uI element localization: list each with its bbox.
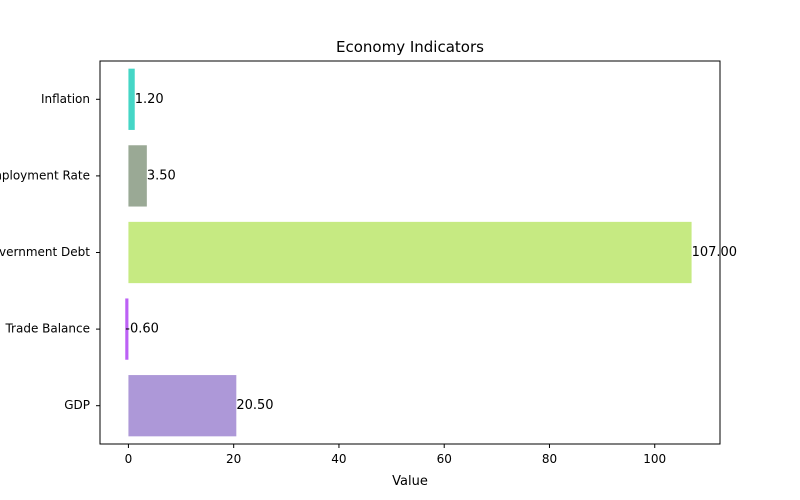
y-tick-label-government-debt: Government Debt bbox=[0, 245, 90, 259]
bar-trade-balance bbox=[125, 298, 129, 360]
bar-government-debt bbox=[128, 221, 692, 284]
x-tick-label: 0 bbox=[125, 452, 133, 466]
x-tick-label: 100 bbox=[643, 452, 666, 466]
x-axis-ticks: 0 20 40 60 80 100 bbox=[125, 444, 666, 466]
x-tick-label: 80 bbox=[542, 452, 557, 466]
x-tick-label: 40 bbox=[331, 452, 346, 466]
bar-unemployment-rate bbox=[128, 145, 147, 207]
y-tick-label-unemployment-rate: Unemployment Rate bbox=[0, 168, 90, 182]
data-label-unemployment-rate: 3.50 bbox=[147, 168, 176, 183]
y-axis-ticks: GDP Trade Balance Government Debt Unemploym… bbox=[0, 92, 100, 412]
y-tick-label-gdp: GDP bbox=[64, 398, 90, 412]
chart-title: Economy Indicators bbox=[336, 38, 484, 56]
data-label-trade-balance: -0.60 bbox=[125, 322, 159, 337]
y-tick-label-inflation: Inflation bbox=[41, 92, 90, 106]
data-label-gdp: 20.50 bbox=[236, 398, 273, 413]
data-label-inflation: 1.20 bbox=[135, 92, 164, 107]
data-label-government-debt: 107.00 bbox=[692, 245, 738, 260]
x-tick-label: 60 bbox=[437, 452, 452, 466]
x-axis-label: Value bbox=[392, 474, 428, 489]
bar-gdp bbox=[128, 375, 237, 437]
bar-inflation bbox=[128, 68, 135, 130]
x-tick-label: 20 bbox=[226, 452, 241, 466]
y-tick-label-trade-balance: Trade Balance bbox=[4, 322, 90, 336]
bars-group bbox=[125, 68, 692, 437]
data-labels-group: 20.50 -0.60 107.00 3.50 1.20 bbox=[125, 92, 737, 413]
